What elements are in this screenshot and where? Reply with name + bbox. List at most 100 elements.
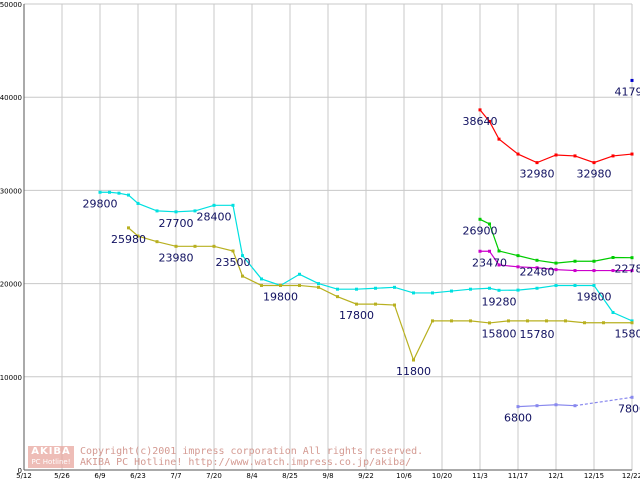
series-point: [336, 287, 339, 291]
data-label: 38640: [463, 115, 498, 128]
series-point: [98, 190, 102, 194]
data-label: 15780: [520, 328, 555, 341]
series-line: [128, 227, 632, 362]
data-label: 15800: [615, 328, 640, 341]
series-point: [488, 286, 491, 290]
series-point: [535, 404, 539, 408]
data-label: 25980: [111, 233, 146, 246]
series-point: [431, 291, 434, 295]
y-tick-label: 0: [18, 467, 22, 475]
data-label: 15800: [482, 328, 517, 341]
data-label: 11800: [396, 365, 431, 378]
series-point: [545, 319, 548, 323]
series-point: [412, 291, 415, 295]
series-line: [517, 404, 576, 408]
series-lines: [98, 78, 634, 409]
series-point: [535, 286, 539, 290]
series-point: [592, 259, 596, 263]
series-point: [564, 319, 567, 323]
series-point: [478, 249, 482, 253]
series-point: [630, 319, 634, 323]
series-point: [174, 210, 178, 214]
series-point: [535, 161, 539, 165]
series-point: [374, 302, 377, 306]
data-label: 22780: [615, 263, 640, 276]
y-tick-label: 20000: [0, 281, 22, 289]
series-point: [450, 289, 453, 293]
series-point: [488, 249, 491, 253]
series-point: [317, 285, 320, 289]
data-label: 32980: [520, 168, 555, 181]
series-point: [554, 268, 558, 272]
series-point: [155, 209, 159, 213]
series-point: [507, 319, 510, 323]
x-tick-label: 12/22: [622, 472, 640, 480]
x-tick-label: 12/15: [584, 472, 604, 480]
series-point: [611, 256, 615, 260]
series-point: [573, 283, 577, 287]
series-point: [497, 249, 501, 253]
series-point: [630, 256, 634, 260]
x-tick-label: 11/3: [472, 472, 488, 480]
x-tick-label: 9/8: [322, 472, 333, 480]
data-label: 19800: [577, 290, 612, 303]
series-point: [241, 274, 244, 278]
watermark-copyright: Copyright(c)2001 impress corporation All…: [80, 446, 424, 457]
series-point: [317, 282, 320, 286]
series-point: [516, 265, 520, 269]
series-point: [298, 283, 301, 287]
series-point: [611, 310, 615, 314]
y-tick-labels: 0 10000 20000 30000 40000 50000: [0, 1, 22, 475]
series-point: [630, 78, 634, 82]
series-point: [260, 277, 263, 281]
watermark-badge-line1: AKIBA: [31, 446, 71, 457]
series-line: [479, 218, 633, 264]
data-label: 27700: [159, 217, 194, 230]
series-point: [136, 201, 140, 205]
series-point: [279, 283, 282, 287]
x-tick-label: 11/17: [508, 472, 528, 480]
series-point: [554, 261, 558, 265]
watermark-url: AKIBA PC Hotline! http://www.watch.impre…: [80, 457, 412, 468]
series-point: [136, 234, 140, 238]
series-point: [260, 283, 263, 287]
series-point: [478, 108, 482, 112]
series-point: [127, 226, 130, 230]
x-tick-label: 6/9: [94, 472, 105, 480]
series-point: [212, 203, 216, 207]
x-tick-labels: 5/12 5/26 6/9 6/23 7/7 7/20 8/4 8/25 9/8 9/22 10/6…: [16, 472, 640, 480]
series-point: [298, 272, 301, 276]
data-label: 7800: [618, 402, 640, 415]
series-point: [393, 303, 396, 307]
series-point: [469, 319, 472, 323]
series-point: [630, 321, 634, 325]
series-point: [583, 321, 586, 325]
watermark-badge: AKIBA PC Hotline!: [28, 446, 74, 468]
x-tick-label: 8/25: [282, 472, 298, 480]
data-label: 6800: [504, 412, 532, 425]
series-point: [611, 154, 615, 158]
series-point: [592, 269, 596, 273]
series-point: [155, 240, 159, 244]
data-label: 23470: [472, 256, 507, 269]
series-point: [630, 395, 634, 399]
series-point: [231, 249, 235, 253]
series-point: [516, 254, 520, 258]
series-point: [497, 288, 501, 292]
series-point: [573, 404, 577, 408]
series-point: [516, 405, 520, 409]
data-label: 23500: [216, 256, 251, 269]
series-point: [516, 152, 520, 156]
axes: [23, 4, 632, 471]
series-point: [630, 152, 634, 156]
series-point: [488, 119, 491, 123]
data-label: 23980: [159, 252, 194, 265]
y-tick-label: 40000: [0, 94, 22, 102]
series-point: [469, 287, 472, 291]
series-point: [592, 161, 596, 165]
data-label: 26900: [463, 224, 498, 237]
series-point: [554, 283, 558, 287]
data-label: 32980: [577, 168, 612, 181]
data-label: 41799: [615, 85, 640, 98]
